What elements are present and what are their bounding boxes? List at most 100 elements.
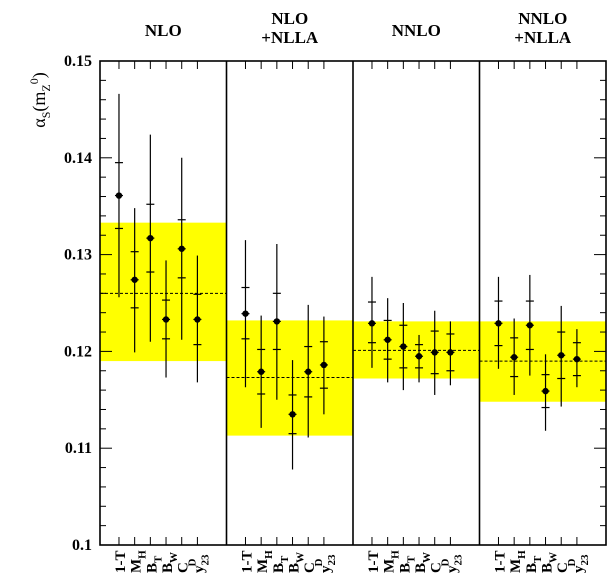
data-point-group <box>114 93 123 298</box>
band-rect <box>100 222 227 362</box>
category-label-sub: W <box>295 552 307 563</box>
data-point <box>415 353 423 360</box>
category-label-sub: T <box>152 555 164 563</box>
data-point <box>257 368 265 375</box>
category-label-main: C <box>429 562 445 573</box>
y-axis-title-arg-open: (m <box>29 92 50 112</box>
category-label-main: B <box>144 563 160 573</box>
bands-layer <box>100 222 606 436</box>
panel-title-line: NLO <box>271 9 308 28</box>
category-label: BW <box>413 552 433 573</box>
data-point <box>242 310 249 317</box>
panels-layer <box>114 93 581 470</box>
data-point-group <box>525 274 534 376</box>
category-label-main: 1-T <box>366 551 382 574</box>
panel-title-line: +NLLA <box>514 28 572 47</box>
category-label-sub: W <box>421 552 433 563</box>
category-label-main: C <box>555 562 571 573</box>
category-label: BT <box>144 555 164 573</box>
data-point <box>147 234 154 242</box>
data-point-group <box>130 208 139 353</box>
y-axis-title-main-sub: S <box>39 112 53 119</box>
data-point-group <box>177 157 186 340</box>
data-point <box>194 316 201 323</box>
category-label-sub: T <box>279 555 291 563</box>
data-point-group <box>430 310 439 395</box>
category-label-sub: H <box>137 550 149 559</box>
y-tick-label: 0.1 <box>72 537 92 554</box>
category-label: C <box>302 562 318 573</box>
category-label: BW <box>160 552 180 573</box>
frame-layer <box>99 60 607 546</box>
y-tick-label: 0.15 <box>64 53 92 70</box>
data-point-group <box>557 305 566 407</box>
data-point <box>573 355 581 363</box>
y-axis-title-arg-sup: 0 <box>27 78 41 84</box>
data-point-group <box>399 303 408 391</box>
category-label-sup: D <box>186 559 198 567</box>
y-axis-title: αS(mZ0) <box>27 72 53 127</box>
category-label-main: C <box>176 562 192 573</box>
category-label-main: B <box>413 563 429 573</box>
data-point-group <box>272 243 281 400</box>
data-point-group <box>572 329 581 388</box>
category-label-sub: T <box>532 555 544 563</box>
data-point <box>162 316 170 323</box>
data-point <box>495 320 502 327</box>
category-label: y23D <box>439 554 464 573</box>
category-label-main: B <box>397 563 413 573</box>
y-tick-label: 0.11 <box>65 440 92 457</box>
category-label-sub: 23 <box>326 554 338 566</box>
category-label-sup: D <box>566 559 578 567</box>
category-label-sup: D <box>439 559 451 567</box>
data-point <box>289 411 296 418</box>
data-point-group <box>367 276 376 368</box>
panel-title: NLO <box>145 21 182 40</box>
category-label-sub: H <box>263 550 275 559</box>
category-label: 1-T <box>239 551 255 574</box>
category-label-sub: 23 <box>579 554 591 566</box>
data-point <box>115 192 123 199</box>
data-point-group <box>162 260 171 378</box>
data-point <box>400 343 407 350</box>
category-label: C <box>429 562 445 573</box>
data-point <box>368 320 376 327</box>
panel-title: NLO +NLLA <box>261 9 319 47</box>
category-label: 1-T <box>366 551 382 574</box>
panel-title: NNLO +NLLA <box>514 9 572 47</box>
data-point-group <box>304 304 313 438</box>
category-label-sub: W <box>168 552 180 563</box>
panel-title-line: +NLLA <box>261 28 319 47</box>
data-point <box>273 318 281 325</box>
category-label-main: y <box>571 565 587 573</box>
category-label: y23D <box>313 554 338 573</box>
data-point <box>384 336 391 343</box>
category-label-sub: H <box>516 550 528 559</box>
category-label: C <box>176 562 192 573</box>
category-label-sub: H <box>390 550 402 559</box>
data-point-group <box>415 334 424 383</box>
panel-title-line: NLO <box>145 21 182 40</box>
data-point-group <box>383 298 392 383</box>
category-label: BW <box>540 552 560 573</box>
category-label-main: B <box>271 563 287 573</box>
panel-title-line: NNLO <box>392 21 441 40</box>
category-label-main: B <box>160 563 176 573</box>
data-point-group <box>288 360 297 470</box>
category-label-sub: T <box>405 555 417 563</box>
data-point-group <box>193 255 202 383</box>
data-point-group <box>541 354 550 431</box>
category-label-main: y <box>318 565 334 573</box>
category-label: C <box>555 562 571 573</box>
category-label-main: y <box>191 565 207 573</box>
category-label: BT <box>524 555 544 573</box>
plot-frame <box>99 60 607 546</box>
data-point-group <box>510 318 519 395</box>
data-point-group <box>446 321 455 386</box>
data-point-group <box>494 276 503 369</box>
data-point-group <box>241 240 250 388</box>
data-point <box>510 354 518 361</box>
panel-title-line: NNLO <box>518 9 567 28</box>
y-tick-label: 0.14 <box>64 150 92 167</box>
